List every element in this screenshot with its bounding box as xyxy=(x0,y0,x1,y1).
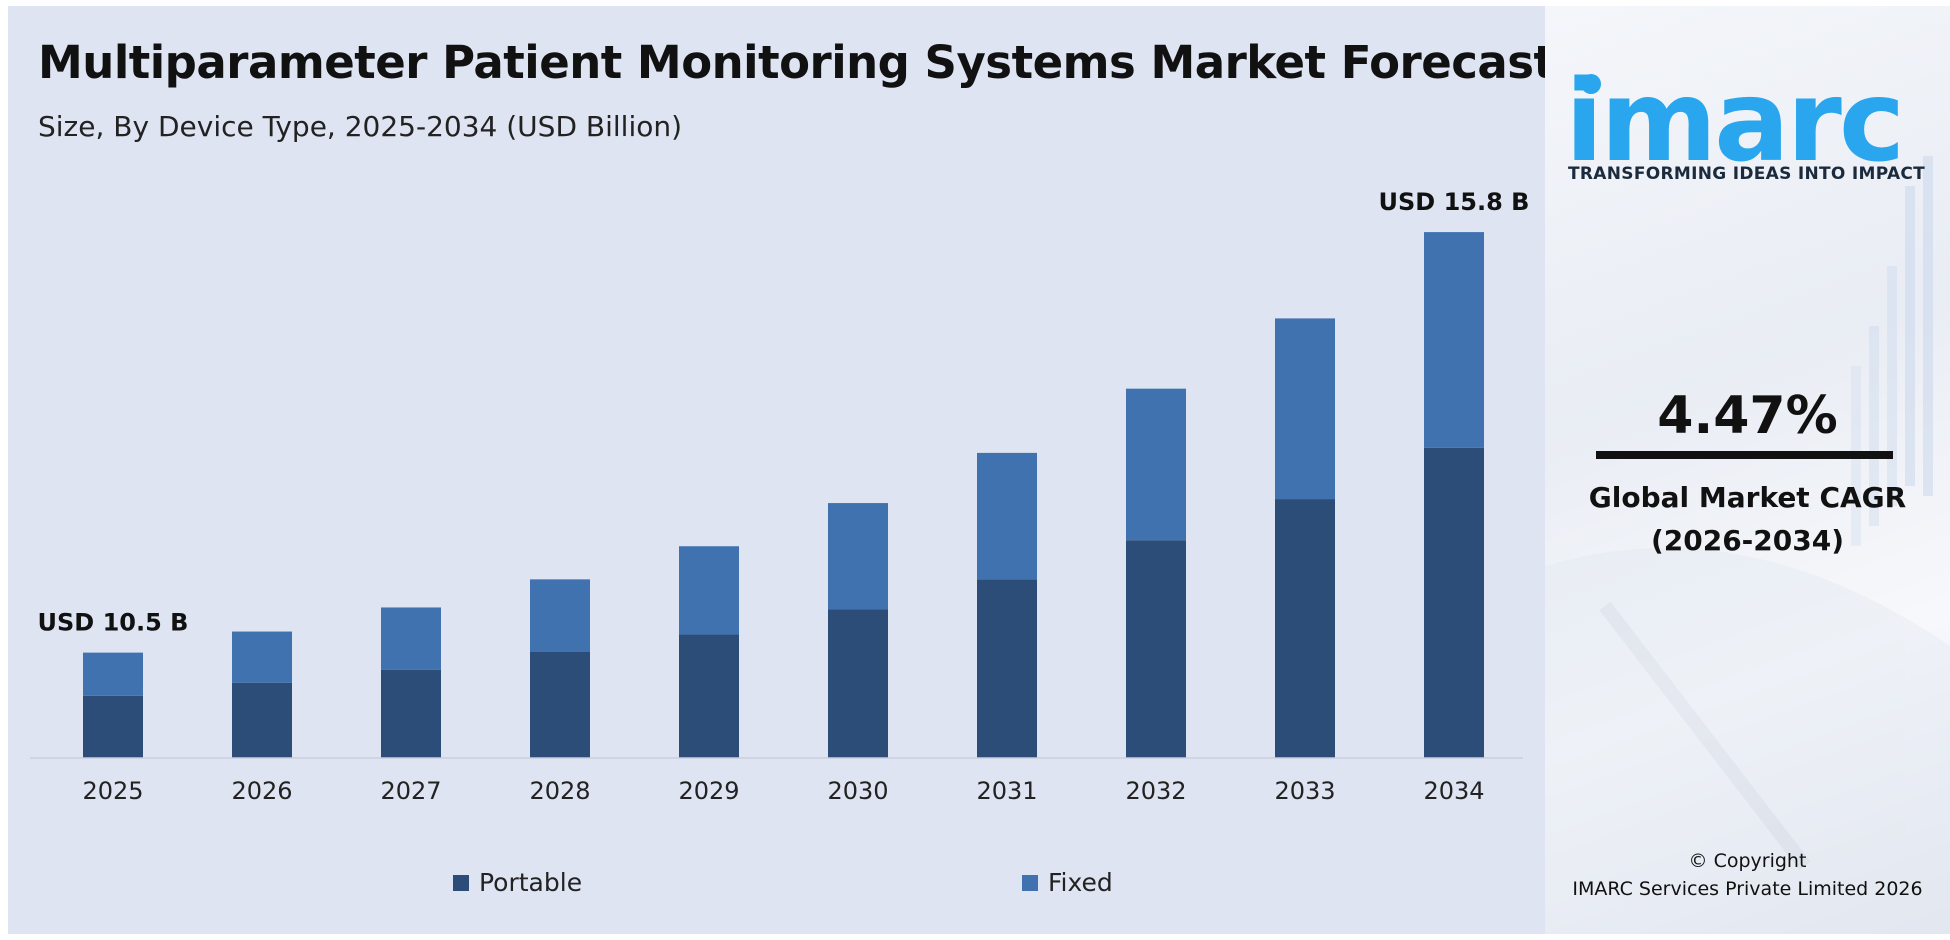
bar-portable-2025 xyxy=(83,695,143,758)
cagr-divider xyxy=(1596,451,1893,459)
bar-portable-2032 xyxy=(1126,540,1186,758)
legend-label-portable: Portable xyxy=(479,868,583,897)
bar-fixed-2029 xyxy=(679,546,739,635)
cagr-label: Global Market CAGR (2026-2034) xyxy=(1545,476,1950,563)
cagr-label-line2: (2026-2034) xyxy=(1650,524,1845,558)
x-tick-label-2031: 2031 xyxy=(976,777,1037,805)
bar-fixed-2026 xyxy=(232,631,292,683)
bar-portable-2031 xyxy=(977,579,1037,758)
bars-layer xyxy=(83,232,1484,758)
legend-item-fixed: Fixed xyxy=(1022,868,1113,897)
legend-label-fixed: Fixed xyxy=(1048,868,1113,897)
bar-fixed-2033 xyxy=(1275,318,1335,500)
bar-fixed-2034 xyxy=(1424,232,1484,448)
stacked-bar-chart: 2025 2026 2027 2028 2029 2030 2031 2032 2033 2034… xyxy=(30,188,1530,805)
value-annotations: USD 10.5 B USD 15.8 B xyxy=(38,188,1530,637)
imarc-logo: imarc xyxy=(1565,46,1945,178)
bar-portable-2034 xyxy=(1424,447,1484,758)
copyright-line: © Copyright xyxy=(1688,850,1807,872)
copyright-company: IMARC Services Private Limited 2026 xyxy=(1572,878,1923,900)
x-tick-label-2027: 2027 xyxy=(380,777,441,805)
side-panel: imarc TRANSFORMING IDEAS INTO IMPACT 4.4… xyxy=(1545,6,1950,934)
x-tick-label-2034: 2034 xyxy=(1423,777,1484,805)
bar-fixed-2032 xyxy=(1126,388,1186,541)
bar-portable-2028 xyxy=(530,651,590,758)
bar-fixed-2025 xyxy=(83,652,143,696)
cagr-value: 4.47% xyxy=(1657,386,1838,446)
logo-tagline: TRANSFORMING IDEAS INTO IMPACT xyxy=(1568,164,1926,184)
annotation-2034: USD 15.8 B xyxy=(1379,188,1530,216)
logo-wordmark: imarc xyxy=(1565,57,1905,187)
bar-fixed-2030 xyxy=(828,503,888,610)
x-tick-label-2025: 2025 xyxy=(82,777,143,805)
bar-fixed-2028 xyxy=(530,579,590,652)
legend-swatch-portable xyxy=(453,874,469,891)
logo-dot xyxy=(1581,74,1601,94)
chart-panel: Multiparameter Patient Monitoring System… xyxy=(8,6,1555,934)
bar-fixed-2027 xyxy=(381,607,441,670)
bar-fixed-2031 xyxy=(977,452,1037,580)
cagr-label-line1: Global Market CAGR xyxy=(1588,481,1907,514)
x-tick-label-2032: 2032 xyxy=(1125,777,1186,805)
x-tick-label-2029: 2029 xyxy=(678,777,739,805)
decorative-background xyxy=(1545,156,1950,934)
x-tick-label-2033: 2033 xyxy=(1274,777,1335,805)
x-tick-label-2030: 2030 xyxy=(827,777,888,805)
x-tick-label-2028: 2028 xyxy=(529,777,590,805)
legend-swatch-fixed xyxy=(1022,874,1038,891)
x-tick-label-2026: 2026 xyxy=(231,777,292,805)
bar-portable-2030 xyxy=(828,609,888,758)
legend-item-portable: Portable xyxy=(453,868,582,897)
bar-portable-2026 xyxy=(232,682,292,758)
bar-portable-2027 xyxy=(381,669,441,758)
annotation-2025: USD 10.5 B xyxy=(38,609,189,637)
bar-portable-2033 xyxy=(1275,499,1335,758)
x-tick-labels: 2025 2026 2027 2028 2029 2030 2031 2032 2033 2034 xyxy=(82,777,1484,805)
bar-portable-2029 xyxy=(679,634,739,758)
chart-title: Multiparameter Patient Monitoring System… xyxy=(38,36,1555,89)
chart-subtitle: Size, By Device Type, 2025-2034 (USD Bil… xyxy=(38,110,683,143)
